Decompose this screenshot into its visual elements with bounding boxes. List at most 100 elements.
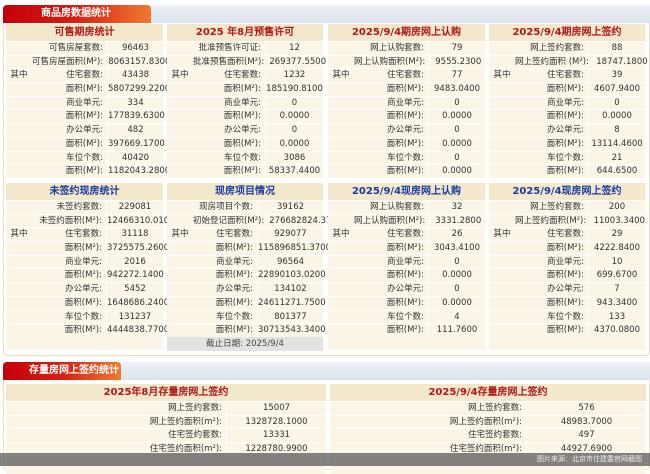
- stat-value: 1182043.2800: [107, 165, 171, 178]
- group-label: [167, 215, 193, 228]
- group-label: [489, 97, 515, 110]
- group-label: 其中: [10, 229, 28, 240]
- stat-label: 办公单元:: [65, 284, 102, 295]
- stat-value: 644.6500: [588, 165, 645, 178]
- stat-value: 3725575.2600: [106, 242, 170, 255]
- group-label: [489, 242, 515, 255]
- stat-row: 其中 住宅套数: 1232: [167, 68, 323, 83]
- stats-panel: 2025 年8月预售许可 批准预售许可证: 12 批准预售面积(M²): 269377.…: [167, 24, 326, 178]
- stat-label: 初始登记面积(M²):: [193, 215, 265, 226]
- stat-row: 面积(M²): 177839.6300: [6, 109, 165, 124]
- group-label: [328, 97, 354, 110]
- group-label: [328, 242, 354, 255]
- stat-row: 面积(M²): 0.0000: [328, 268, 485, 283]
- stat-label: 面积(M²):: [64, 270, 102, 281]
- stat-label: 住宅套数:: [547, 70, 584, 81]
- group-label: [328, 256, 354, 269]
- stat-label: 网上签约套数:: [530, 43, 584, 53]
- stat-label: 办公单元:: [224, 125, 261, 136]
- stat-value: 0.0000: [428, 269, 485, 283]
- stat-value: 576: [526, 402, 646, 415]
- stat-value: 397669.1700: [107, 137, 165, 151]
- stat-value: 0.0000: [428, 165, 485, 178]
- group-label: [167, 83, 193, 96]
- stats-panel: 可售期房统计 可售房屋套数: 96463 可售房屋面积(M²): 8063157.830…: [6, 24, 171, 178]
- group-label: [328, 138, 354, 151]
- stat-value: 133: [588, 310, 645, 324]
- panel-title: 可售期房统计: [6, 24, 163, 41]
- group-label: [328, 42, 354, 55]
- stat-value: 4: [428, 310, 485, 324]
- group-label: 其中: [332, 70, 350, 81]
- stat-label: 面积(M²):: [223, 111, 261, 122]
- stat-row: 批准预售许可证: 12: [167, 41, 323, 55]
- group-label: 其中: [171, 229, 189, 240]
- stat-label: 面积(M²):: [215, 270, 253, 281]
- stat-label: 网上认购面积(M²):: [354, 56, 426, 67]
- stat-row: 面积(M²): 397669.1700: [6, 136, 165, 151]
- group-label: [6, 429, 32, 442]
- group-label: [6, 124, 32, 137]
- stat-label: 面积(M²):: [223, 166, 261, 177]
- stat-value: 58337.4400: [265, 165, 323, 178]
- stat-row: 车位个数: 0: [328, 150, 485, 165]
- stats-panel: 2025/9/4现房网上签约 网上签约套数: 200 网上签约面积(M²): 11003…: [489, 183, 645, 350]
- stat-value: 12466310.0100: [106, 214, 175, 228]
- group-label: [489, 110, 515, 123]
- group-label: [328, 152, 354, 165]
- stat-row: 车位个数: 3086: [167, 150, 323, 165]
- stat-row: 办公单元: 482: [6, 123, 163, 137]
- stat-row: 可售房屋套数: 96463: [6, 41, 163, 55]
- stat-label: 车位个数:: [387, 311, 424, 322]
- tab-resale-stats[interactable]: 存量房网上签约统计: [3, 362, 121, 380]
- stat-label: 面积(M²):: [65, 138, 103, 149]
- stat-row: 网上签约套数: 88: [489, 41, 645, 55]
- stat-row: 办公单元: 0: [167, 123, 323, 137]
- stat-value: 48983.7000: [526, 415, 646, 429]
- stat-row: 办公单元: 0: [328, 282, 485, 296]
- stat-label: 车位个数:: [547, 311, 584, 322]
- stat-value: 96564: [257, 255, 323, 269]
- stat-value: 13114.4600: [588, 137, 645, 151]
- stat-value: 1328728.1000: [226, 415, 326, 429]
- stat-row: 网上签约套数: 200: [489, 200, 645, 214]
- stat-label: 办公单元:: [547, 125, 584, 136]
- group-label: [328, 201, 354, 214]
- stat-label: 面积(M²):: [64, 297, 102, 308]
- stat-row: 面积(M²): 0.0000: [167, 109, 323, 124]
- stat-value: 801377: [257, 310, 323, 324]
- stat-row: 办公单元: 5452: [6, 282, 163, 296]
- stat-row: 面积(M²): 699.6700: [489, 268, 645, 283]
- group-label: [328, 324, 354, 337]
- stat-label: 住宅套数:: [66, 70, 103, 81]
- stat-value: 9483.0400: [428, 83, 485, 96]
- group-label: [489, 283, 515, 296]
- stat-row: 网上签约套数: 576: [330, 401, 646, 415]
- stat-row: 商业单元: 0: [167, 95, 323, 110]
- stat-row: 住宅签约套数: 13331: [6, 428, 326, 443]
- stat-row: 办公单元: 8: [489, 123, 645, 137]
- stat-value: 4370.0800: [588, 324, 645, 337]
- stat-row: 面积(M²): 111.7600: [328, 323, 485, 337]
- stat-value: 15007: [226, 402, 326, 415]
- stat-row: 面积(M²): 0.0000: [328, 164, 485, 178]
- group-label: [328, 83, 354, 96]
- stat-label: 网上签约面积(m²):: [449, 416, 522, 427]
- tab-new-home-stats[interactable]: 商品房数据统计: [3, 5, 151, 23]
- group-label: [328, 215, 354, 228]
- stat-label: 面积(M²):: [215, 243, 253, 254]
- panel-title: 2025/9/4现房网上认购: [328, 183, 485, 200]
- stat-row: 商业单元: 10: [489, 254, 645, 269]
- stats-panel: 2025/9/4现房网上认购 网上认购套数: 32 网上认购面积(M²): 3331.2…: [328, 183, 485, 350]
- stat-row: 面积(M²): 943.3400: [489, 295, 645, 310]
- panel-title: 2025/9/4期房网上签约: [489, 24, 645, 41]
- stat-value: 77: [428, 69, 485, 83]
- stat-row: 商业单元: 0: [328, 95, 485, 110]
- stat-label: 住宅套数:: [65, 229, 102, 240]
- stat-row: 办公单元: 134102: [167, 282, 323, 296]
- stat-value: 0.0000: [588, 110, 645, 124]
- stat-value: 134102: [257, 283, 323, 296]
- stat-row: 面积(M²): 9483.0400: [328, 82, 485, 96]
- stat-row: 面积(M²): 30713543.3400: [167, 323, 326, 337]
- stat-value: 1228780.9900: [226, 443, 326, 456]
